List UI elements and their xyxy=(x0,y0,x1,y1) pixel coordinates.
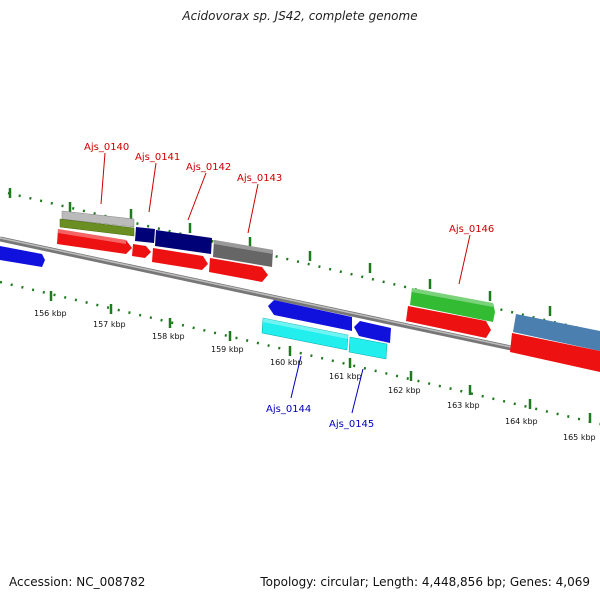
scale-labels: 156 kbp 157 kbp 158 kbp 159 kbp 160 kbp … xyxy=(34,309,596,442)
plus-strand-ruler xyxy=(7,188,600,335)
scale-label: 164 kbp xyxy=(505,417,538,426)
gene-arrow[interactable] xyxy=(510,333,600,372)
scale-label: 159 kbp xyxy=(211,345,244,354)
gene-label[interactable]: Ajs_0145 xyxy=(329,419,374,430)
gene-arrow[interactable] xyxy=(406,306,491,338)
feature-block[interactable] xyxy=(135,227,155,243)
gene-label[interactable]: Ajs_0144 xyxy=(266,404,311,415)
gene-label[interactable]: Ajs_0146 xyxy=(449,224,494,235)
gene-label[interactable]: Ajs_0142 xyxy=(186,162,231,173)
label-leaders xyxy=(100,152,471,414)
gene-arrow[interactable] xyxy=(268,300,352,331)
feature-block[interactable] xyxy=(59,218,135,237)
feature-block[interactable] xyxy=(261,317,349,351)
genome-backbone xyxy=(0,236,600,370)
minus-strand-features xyxy=(261,300,391,360)
scale-label: 163 kbp xyxy=(447,401,480,410)
gene-arrow[interactable] xyxy=(0,246,45,267)
gene-label[interactable]: Ajs_0141 xyxy=(135,152,180,163)
gene-arrow[interactable] xyxy=(354,321,391,343)
feature-block[interactable] xyxy=(213,240,273,267)
gene-arrow[interactable] xyxy=(152,248,208,270)
accession-text: Accession: NC_008782 xyxy=(9,575,146,589)
plus-strand-features xyxy=(0,210,600,372)
gene-label[interactable]: Ajs_0140 xyxy=(84,142,129,153)
gene-arrow[interactable] xyxy=(57,229,132,254)
scale-label: 165 kbp xyxy=(563,433,596,442)
scale-label: 161 kbp xyxy=(329,372,362,381)
feature-block[interactable] xyxy=(513,314,600,351)
map-title: Acidovorax sp. JS42, complete genome xyxy=(182,9,418,23)
scale-label: 156 kbp xyxy=(34,309,67,318)
gene-arrow[interactable] xyxy=(132,244,151,258)
scale-label: 158 kbp xyxy=(152,332,185,341)
genome-summary-text: Topology: circular; Length: 4,448,856 bp… xyxy=(260,575,590,589)
feature-block[interactable] xyxy=(61,210,135,228)
feature-block[interactable] xyxy=(155,230,212,254)
gene-labels: Ajs_0140 Ajs_0141 Ajs_0142 Ajs_0143 Ajs_… xyxy=(84,142,494,430)
gene-arrow[interactable] xyxy=(209,258,268,282)
gene-label[interactable]: Ajs_0143 xyxy=(237,173,282,184)
scale-label: 157 kbp xyxy=(93,320,126,329)
gene-arrow[interactable] xyxy=(410,288,495,322)
feature-block[interactable] xyxy=(348,336,388,360)
scale-label: 160 kbp xyxy=(270,358,303,367)
scale-label: 162 kbp xyxy=(388,386,421,395)
minus-strand-ruler xyxy=(0,280,600,426)
